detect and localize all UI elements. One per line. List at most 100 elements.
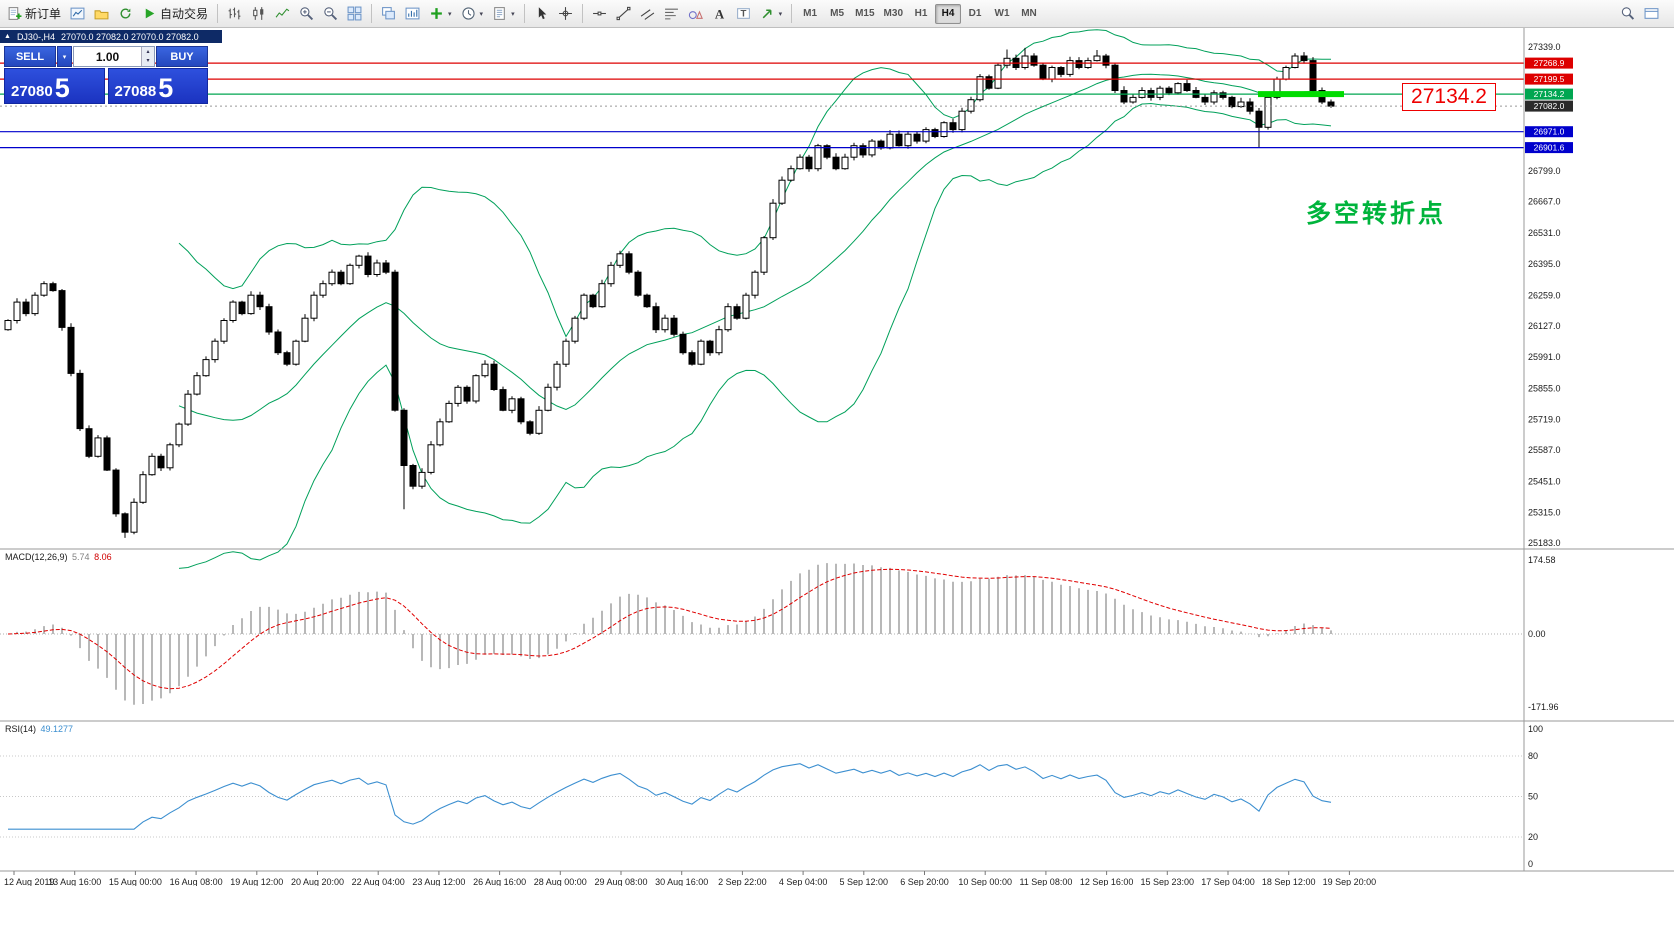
timeframe-m15-button[interactable]: M15 bbox=[851, 4, 878, 24]
hline-icon bbox=[592, 6, 607, 21]
charts-button[interactable] bbox=[66, 2, 89, 25]
price-badge: 26901.6 bbox=[1525, 142, 1573, 154]
rsi-axis-tick: 50 bbox=[1528, 792, 1538, 802]
timeframe-m5-button[interactable]: M5 bbox=[824, 4, 850, 24]
fibo-icon bbox=[664, 6, 679, 21]
tile-windows-button[interactable] bbox=[343, 2, 366, 25]
time-axis-label: 22 Aug 04:00 bbox=[352, 877, 405, 886]
rsi-axis-tick: 20 bbox=[1528, 832, 1538, 842]
toolbar-separator bbox=[217, 4, 219, 23]
price-axis-tick: 26127.0 bbox=[1528, 321, 1561, 331]
chart-symbol-period: DJ30-,H4 bbox=[16, 31, 55, 42]
channel-button[interactable] bbox=[636, 2, 659, 25]
buy-price-big-digit: 5 bbox=[158, 72, 174, 103]
time-axis-label: 19 Sep 20:00 bbox=[1323, 877, 1377, 886]
time-axis-label: 15 Aug 00:00 bbox=[109, 877, 162, 886]
collapse-arrow-icon[interactable]: ▲ bbox=[4, 33, 11, 40]
search-button[interactable] bbox=[1616, 2, 1639, 25]
chart-list-icon bbox=[405, 6, 420, 21]
label-button[interactable]: T bbox=[732, 2, 755, 25]
arrows-button[interactable]: ▾ bbox=[756, 2, 787, 25]
time-axis-label: 30 Aug 16:00 bbox=[655, 877, 708, 886]
zoom-out-button[interactable] bbox=[319, 2, 342, 25]
time-axis-label: 26 Aug 16:00 bbox=[473, 877, 526, 886]
price-callout[interactable]: 27134.2 bbox=[1402, 83, 1496, 111]
price-chart-canvas[interactable]: 27268.9 27199.5 27134.2 26971.0 26901.6 27082… bbox=[0, 28, 1674, 886]
macd-axis-tick: 174.58 bbox=[1528, 555, 1556, 565]
toolbar-separator bbox=[523, 4, 525, 23]
templates-button[interactable]: ▾ bbox=[488, 2, 519, 25]
sell-button[interactable]: SELL bbox=[4, 46, 56, 67]
horizontal-line-button[interactable] bbox=[588, 2, 611, 25]
svg-text:26971.0: 26971.0 bbox=[1534, 127, 1565, 137]
time-axis-label: 2 Sep 22:00 bbox=[718, 877, 767, 886]
price-axis-tick: 25719.0 bbox=[1528, 415, 1561, 425]
buy-button[interactable]: BUY bbox=[156, 46, 208, 67]
dropdown-caret-icon: ▾ bbox=[778, 10, 783, 18]
time-axis-label: 12 Sep 16:00 bbox=[1080, 877, 1134, 886]
refresh-button[interactable] bbox=[114, 2, 137, 25]
timeframe-m30-button[interactable]: M30 bbox=[880, 4, 907, 24]
shapes-button[interactable] bbox=[684, 2, 707, 25]
buy-price[interactable]: 27088 5 bbox=[107, 68, 208, 104]
cascade-windows-button[interactable] bbox=[377, 2, 400, 25]
price-axis-tick: 25991.0 bbox=[1528, 352, 1561, 362]
price-badge: 27268.9 bbox=[1525, 57, 1573, 69]
refresh-icon bbox=[118, 6, 133, 21]
volume-spinner: ▴ ▾ bbox=[141, 47, 154, 66]
macd-main-value: 5.74 bbox=[72, 552, 90, 562]
timeframe-h1-button[interactable]: H1 bbox=[908, 4, 934, 24]
time-axis-label: 4 Sep 04:00 bbox=[779, 877, 828, 886]
cursor-button[interactable] bbox=[530, 2, 553, 25]
trendline-button[interactable] bbox=[612, 2, 635, 25]
timeframe-mn-button[interactable]: MN bbox=[1016, 4, 1042, 24]
annotation-note[interactable]: 多空转折点 bbox=[1306, 200, 1447, 228]
add-indicator-button[interactable]: ▾ bbox=[425, 2, 456, 25]
rsi-value: 49.1277 bbox=[40, 724, 74, 734]
price-axis-tick: 25587.0 bbox=[1528, 445, 1561, 455]
macd-axis-tick: -171.96 bbox=[1528, 702, 1559, 712]
crosshair-button[interactable] bbox=[554, 2, 577, 25]
text-a-icon: A bbox=[712, 6, 727, 21]
line-chart-button[interactable] bbox=[271, 2, 294, 25]
volume-down-button[interactable]: ▾ bbox=[142, 56, 154, 66]
time-axis-label: 6 Sep 20:00 bbox=[900, 877, 949, 886]
timeframe-d1-button[interactable]: D1 bbox=[962, 4, 988, 24]
timeframe-h4-button[interactable]: H4 bbox=[935, 3, 961, 24]
fibonacci-button[interactable] bbox=[660, 2, 683, 25]
candlestick-chart-button[interactable] bbox=[247, 2, 270, 25]
new-order-button[interactable]: 新订单 bbox=[3, 2, 65, 25]
panel-icon bbox=[1644, 6, 1659, 21]
time-axis-label: 19 Aug 12:00 bbox=[230, 877, 283, 886]
time-axis-label: 13 Aug 16:00 bbox=[48, 877, 101, 886]
timeframe-w1-button[interactable]: W1 bbox=[989, 4, 1015, 24]
text-button[interactable]: A bbox=[708, 2, 731, 25]
time-axis-label: 20 Aug 20:00 bbox=[291, 877, 344, 886]
zoom-in-button[interactable] bbox=[295, 2, 318, 25]
volume-up-button[interactable]: ▴ bbox=[142, 47, 154, 57]
highlight-segment[interactable] bbox=[1258, 91, 1344, 98]
channel-icon bbox=[640, 6, 655, 21]
sell-price-big-digit: 5 bbox=[54, 72, 70, 103]
profiles-button[interactable] bbox=[90, 2, 113, 25]
volume-input[interactable] bbox=[74, 47, 141, 66]
price-badge: 27082.0 bbox=[1525, 100, 1573, 112]
autotrading-button[interactable]: 自动交易 bbox=[138, 2, 212, 25]
market-depth-button[interactable] bbox=[1640, 2, 1663, 25]
candles-icon bbox=[251, 6, 266, 21]
macd-label: MACD(12,26,9) 5.74 8.06 bbox=[5, 552, 112, 562]
label-t-icon: T bbox=[736, 6, 751, 21]
volume-preset-dropdown[interactable]: ▾ bbox=[57, 46, 72, 67]
svg-text:T: T bbox=[740, 9, 746, 20]
periods-button[interactable]: ▾ bbox=[457, 2, 488, 25]
rsi-title: RSI(14) bbox=[5, 724, 37, 734]
price-axis-tick: 26667.0 bbox=[1528, 197, 1561, 207]
trendline-icon bbox=[616, 6, 631, 21]
sell-price[interactable]: 27080 5 bbox=[4, 68, 105, 104]
timeframe-m1-button[interactable]: M1 bbox=[797, 4, 823, 24]
bar-chart-button[interactable] bbox=[223, 2, 246, 25]
time-axis-label: 29 Aug 08:00 bbox=[594, 877, 647, 886]
price-badge: 27134.2 bbox=[1525, 88, 1573, 100]
chart-shift-button[interactable] bbox=[401, 2, 424, 25]
arrow-mark-icon bbox=[760, 6, 775, 21]
